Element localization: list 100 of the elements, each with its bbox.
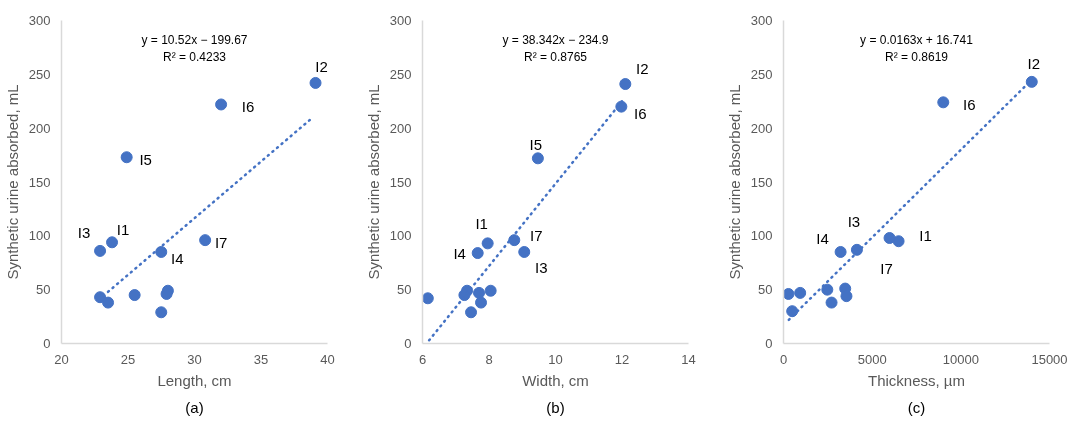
annotation: I7 <box>214 233 228 251</box>
x-tick-label: 14 <box>681 351 696 367</box>
y-tick-label: 50 <box>36 282 51 298</box>
x-tick-label: 35 <box>253 351 269 367</box>
x-axis-title: Thickness, µm <box>868 371 965 389</box>
annotation: I4 <box>453 244 466 262</box>
point <box>821 283 834 296</box>
annotation: R² = 0.8765 <box>523 49 588 64</box>
point <box>471 247 484 260</box>
x-tick-label: 25 <box>120 351 136 367</box>
point <box>794 286 807 299</box>
point <box>892 235 905 248</box>
x-tick-label: 40 <box>320 351 335 367</box>
y-tick-label: 0 <box>765 336 773 351</box>
y-tick-label: 50 <box>397 282 412 298</box>
point <box>128 289 141 302</box>
point <box>215 98 228 111</box>
point <box>481 237 494 250</box>
x-tick-label: 10000 <box>942 351 979 367</box>
annotation: I4 <box>171 250 184 268</box>
x-tick-label: 20 <box>54 351 69 367</box>
point <box>422 292 434 305</box>
y-axis-title: Synthetic urine absorbed, mL <box>364 84 382 280</box>
point <box>531 152 544 165</box>
annotation: I4 <box>816 230 829 248</box>
point <box>106 236 119 249</box>
point <box>883 232 896 244</box>
y-tick-label: 150 <box>750 174 773 190</box>
annotation: I1 <box>116 220 130 238</box>
point <box>155 245 168 258</box>
annotation: I2 <box>315 58 328 76</box>
point <box>475 296 488 309</box>
y-tick-label: 150 <box>389 174 412 190</box>
annotation: I7 <box>880 260 893 278</box>
y-tick-label: 150 <box>28 174 51 190</box>
point <box>937 96 950 109</box>
annotation: I3 <box>534 259 548 277</box>
y-tick-label: 50 <box>758 282 773 298</box>
point <box>1025 75 1038 88</box>
annotation: I2 <box>1027 55 1041 73</box>
point <box>850 243 863 256</box>
point <box>458 289 471 302</box>
point <box>120 151 133 164</box>
point <box>199 234 212 247</box>
y-tick-label: 100 <box>28 228 51 244</box>
x-tick-label: 0 <box>779 351 788 367</box>
x-tick-label: 8 <box>485 351 493 367</box>
y-tick-label: 250 <box>750 66 773 82</box>
point <box>518 245 531 258</box>
point <box>786 305 799 318</box>
y-tick-label: 200 <box>750 120 773 136</box>
point <box>155 306 168 319</box>
text: (a) <box>185 398 204 416</box>
x-tick-label: 5000 <box>857 351 887 367</box>
x-tick-label: 10 <box>548 351 563 367</box>
annotation: I2 <box>636 59 649 77</box>
annotation: y = 10.52x − 199.67 <box>141 32 248 47</box>
y-tick-label: 250 <box>389 66 412 82</box>
y-axis-title: Synthetic urine absorbed, mL <box>3 84 21 280</box>
y-tick-label: 0 <box>43 336 51 351</box>
annotation: R² = 0.4233 <box>162 49 227 64</box>
y-axis-title: Synthetic urine absorbed, mL <box>725 84 743 280</box>
point <box>508 234 521 247</box>
annotation: I1 <box>919 226 932 244</box>
annotation: I5 <box>139 150 152 168</box>
annotation: I6 <box>963 95 976 113</box>
y-tick-label: 300 <box>389 13 412 28</box>
point <box>615 100 628 113</box>
x-tick-label: 15000 <box>1031 351 1068 367</box>
y-tick-label: 200 <box>28 120 51 136</box>
point <box>309 76 322 89</box>
x-axis-title: Width, cm <box>522 371 589 389</box>
point <box>783 287 795 300</box>
x-tick-label: 30 <box>187 351 202 367</box>
annotation: I1 <box>475 214 488 232</box>
y-tick-label: 300 <box>28 13 51 28</box>
point <box>840 290 853 303</box>
annotation: I6 <box>241 97 255 115</box>
text: (b) <box>546 398 565 416</box>
x-axis-title: Length, cm <box>157 371 232 389</box>
point <box>825 296 838 309</box>
annotation: I3 <box>77 224 91 242</box>
annotation: I7 <box>530 226 543 244</box>
x-tick-label: 6 <box>418 351 427 367</box>
annotation: y = 0.0163x + 16.741 <box>860 32 974 47</box>
point <box>834 245 847 258</box>
annotation: I6 <box>634 105 647 123</box>
point <box>619 78 632 91</box>
x-tick-label: 12 <box>614 351 630 367</box>
y-tick-label: 100 <box>750 228 773 244</box>
y-tick-label: 300 <box>750 13 773 28</box>
y-tick-label: 0 <box>404 336 412 351</box>
point <box>484 284 497 297</box>
point <box>465 306 478 319</box>
y-tick-label: 250 <box>28 66 51 82</box>
annotation: I5 <box>529 135 543 153</box>
annotation: y = 38.342x − 234.9 <box>502 32 609 47</box>
point <box>102 296 115 309</box>
y-tick-label: 100 <box>389 228 412 244</box>
annotation: R² = 0.8619 <box>884 49 949 64</box>
